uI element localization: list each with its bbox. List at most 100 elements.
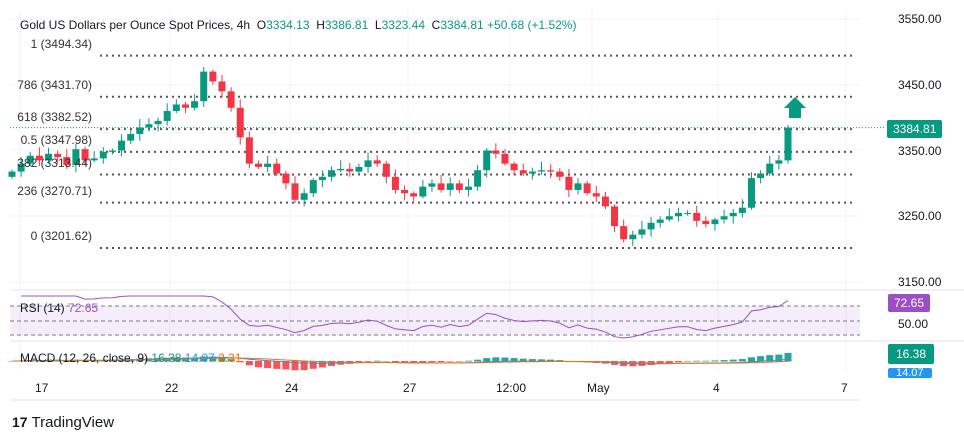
candle-body (766, 163, 774, 174)
candle-body (328, 170, 336, 177)
candle-body (273, 163, 281, 174)
h-label: H (316, 18, 325, 32)
macd-histogram-bar (410, 361, 418, 364)
candle-body (620, 226, 628, 240)
candle-body (528, 171, 536, 174)
candle-body (720, 216, 728, 220)
candle-body (483, 150, 491, 171)
time-axis-label: 27 (403, 381, 417, 395)
fib-label: 1 (3494.34) (30, 36, 92, 51)
macd-histogram-bar (300, 361, 308, 371)
candle-body (492, 150, 500, 154)
candle-body (181, 104, 189, 108)
macd-histogram-bar (474, 359, 482, 362)
candle-body (118, 140, 126, 151)
macd-histogram-bar (282, 361, 290, 370)
macd-histogram-bar (665, 361, 673, 364)
candle-body (300, 193, 308, 200)
candle-body (729, 212, 737, 217)
candle-body (592, 193, 600, 197)
candle-body (309, 180, 317, 194)
price-axis-label: 3450.00 (898, 77, 942, 92)
macd-histogram-bar (464, 360, 472, 362)
time-axis-label: 17 (35, 381, 49, 395)
candle-body (364, 160, 372, 167)
candle-body (236, 107, 244, 138)
macd-histogram-bar (483, 358, 491, 362)
candle-body (547, 170, 555, 172)
macd-histogram-bar (656, 361, 664, 365)
candle-body (54, 153, 62, 158)
macd-histogram-bar (446, 361, 454, 362)
candle-body (108, 150, 116, 152)
time-axis-label: 24 (285, 381, 299, 395)
candle-body (26, 155, 34, 164)
macd-histogram-bar (492, 357, 500, 362)
candle-body (428, 183, 436, 187)
candle-body (401, 189, 409, 194)
macd-histogram-bar (236, 361, 244, 363)
macd-histogram-bar (209, 356, 217, 362)
rsi-50-label: 50.00 (898, 317, 929, 331)
time-axis-label: 12:00 (496, 381, 527, 395)
candle-body (145, 124, 153, 128)
candle-body (63, 157, 71, 165)
candle-body (583, 183, 591, 194)
rsi-legend: RSI (14) 72.65 (20, 301, 99, 315)
tradingview-logo[interactable]: 17 TradingView (12, 414, 115, 431)
candle-body (291, 183, 299, 200)
macd-histogram-bar (547, 359, 555, 362)
macd-histogram-bar (720, 360, 728, 362)
macd-histogram-bar (711, 360, 719, 362)
candle-body (346, 168, 354, 172)
macd-histogram-bar (382, 360, 390, 362)
close-value: 3384.81 (440, 18, 484, 32)
macd-histogram-bar (227, 359, 235, 362)
candle-body (601, 196, 609, 207)
candle-body (501, 153, 509, 164)
candle-body (163, 111, 171, 121)
candle-body (373, 160, 381, 164)
candle-body (747, 178, 755, 208)
macd-histogram-bar (373, 360, 381, 362)
candle-body (638, 229, 646, 235)
candle-body (218, 81, 226, 92)
signal-line (11, 357, 789, 364)
candle-body (538, 170, 546, 172)
macd-histogram-bar (766, 355, 774, 362)
macd-histogram-bar (245, 361, 253, 366)
candle-body (656, 219, 664, 223)
low-value: 3323.44 (381, 18, 425, 32)
candle-body (81, 149, 89, 161)
time-axis-label: 4 (713, 381, 720, 395)
fib-label: 382 (3313.44) (17, 155, 92, 170)
candle-body (391, 176, 399, 190)
symbol-title: Gold US Dollars per Ounce Spot Prices, 4… (20, 18, 251, 32)
candle-body (264, 163, 272, 167)
candle-body (674, 212, 682, 217)
candle-body (565, 176, 573, 190)
candle-body (611, 206, 619, 227)
candle-body (127, 134, 135, 141)
macd-histogram-bar (264, 361, 272, 369)
candle-body (702, 220, 710, 225)
o-label: O (256, 18, 267, 32)
macd-histogram-bar (729, 359, 737, 362)
open-value: 3334.13 (266, 18, 310, 32)
time-axis-label: 7 (841, 381, 848, 395)
time-axis-label: May (587, 381, 610, 395)
chart-legend: Gold US Dollars per Ounce Spot Prices, 4… (20, 18, 576, 32)
macd-histogram-bar (702, 360, 710, 362)
high-value: 3386.81 (324, 18, 369, 32)
candle-body (437, 183, 445, 190)
macd-value-tag: 16.38 (888, 344, 935, 364)
macd-histogram-bar (355, 361, 363, 363)
candle-body (419, 186, 427, 197)
up-arrow-icon (784, 97, 806, 118)
candle-body (227, 91, 235, 108)
candle-body (355, 166, 363, 172)
price-axis-label: 3350.00 (898, 143, 942, 158)
macd-legend: MACD (12, 26, close, 9) 16.38 14.07 2.31 (20, 351, 242, 365)
candle-body (738, 207, 746, 213)
